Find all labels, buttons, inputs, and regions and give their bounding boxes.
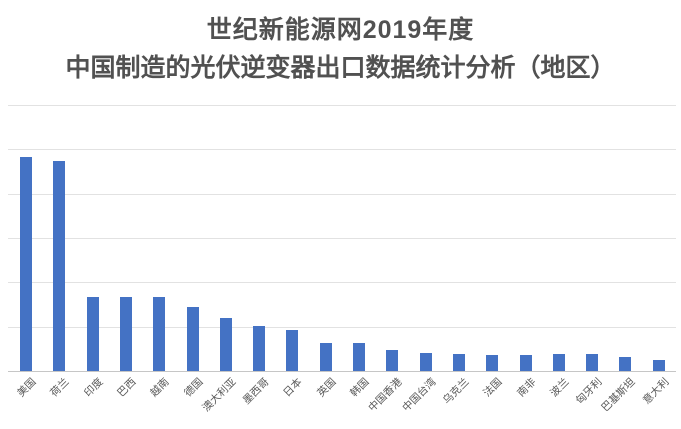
chart-title: 世纪新能源网2019年度 中国制造的光伏逆变器出口数据统计分析（地区） xyxy=(0,0,681,83)
bar xyxy=(353,342,365,371)
y-gridline xyxy=(8,326,676,328)
bar xyxy=(386,350,399,371)
bar xyxy=(186,306,199,371)
bar xyxy=(286,330,299,371)
bar xyxy=(219,317,232,371)
bar xyxy=(486,354,499,371)
bar xyxy=(519,354,532,371)
bar xyxy=(619,356,632,371)
y-gridline xyxy=(8,149,676,151)
bar xyxy=(552,353,565,371)
y-gridline xyxy=(8,238,676,239)
chart-title-line2: 中国制造的光伏逆变器出口数据统计分析（地区） xyxy=(65,54,616,82)
bar xyxy=(253,326,266,371)
plot-area: 美国 荷兰 印度 巴西 越南 德国 澳大利亚 墨西哥 日本 英国 韩国 中国香港 中国台湾 乌克兰 法国 南非… xyxy=(8,105,676,414)
bar xyxy=(53,161,66,371)
bar xyxy=(119,297,132,371)
bar xyxy=(652,359,665,371)
x-axis-line xyxy=(8,371,676,372)
bar xyxy=(86,296,99,371)
bar xyxy=(586,353,599,371)
y-gridline xyxy=(8,105,676,106)
bar xyxy=(319,342,332,371)
bar xyxy=(20,156,32,371)
bar xyxy=(153,297,166,371)
y-gridline xyxy=(8,193,676,195)
y-gridline xyxy=(8,282,676,284)
bar xyxy=(452,354,465,371)
bar xyxy=(419,353,432,371)
chart-title-line1: 世纪新能源网2019年度 xyxy=(206,16,475,44)
